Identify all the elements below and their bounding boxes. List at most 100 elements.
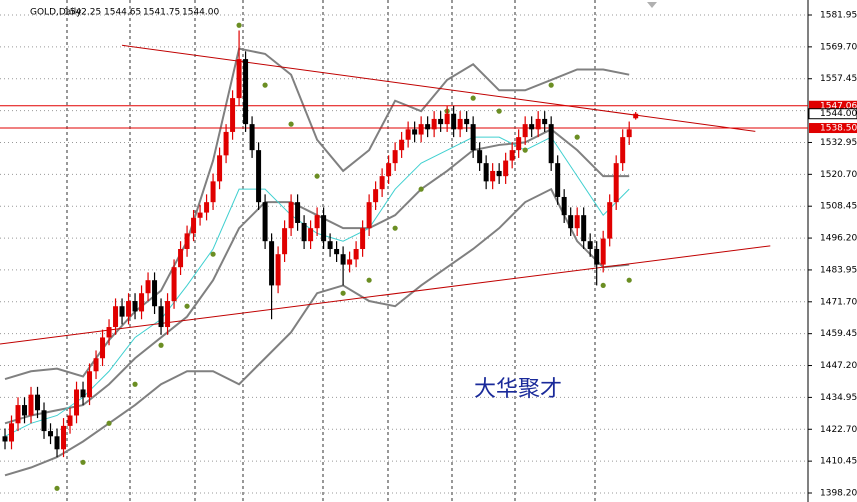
candle-body (126, 301, 132, 317)
low-label: 1541.75 (143, 8, 180, 18)
candle-body (275, 254, 281, 286)
candle-body (282, 228, 288, 255)
sar-dot (106, 420, 112, 426)
candle-body (490, 170, 496, 182)
candle-body (438, 118, 444, 125)
y-tick-label: 1569.70 (820, 42, 857, 52)
sar-dot (470, 95, 476, 101)
candle-body (444, 113, 450, 125)
candle-body (405, 129, 411, 140)
candle-body (217, 155, 223, 182)
candle-body (418, 124, 424, 135)
close-label: 1544.00 (182, 8, 219, 18)
candle-body (633, 113, 639, 119)
sar-dot (496, 108, 502, 114)
candle-body (54, 436, 60, 450)
candle-body (574, 215, 580, 229)
candle-body (28, 394, 34, 416)
sar-dot (236, 22, 242, 28)
trendline (121, 44, 756, 132)
sar-dot (522, 147, 528, 153)
sar-dot (392, 225, 398, 231)
sar-dot (314, 173, 320, 179)
y-tick-label: 1508.45 (820, 202, 857, 212)
candle-body (249, 124, 255, 151)
level-tag (809, 123, 857, 134)
candle-body (431, 118, 437, 130)
candle-body (165, 301, 171, 328)
candle-body (340, 254, 346, 265)
y-tick-label: 1471.70 (820, 297, 857, 307)
candle-body (93, 358, 99, 372)
candle-body (48, 431, 54, 437)
candle-body (243, 59, 249, 125)
sar-dot (340, 290, 346, 296)
candle-body (15, 405, 21, 424)
candle-body (41, 410, 47, 432)
open-label: 1542.25 (64, 8, 101, 18)
candle-body (197, 212, 203, 218)
candle-body (457, 118, 463, 130)
sar-dot (626, 277, 632, 283)
candle-body (392, 150, 398, 164)
candle-body (230, 98, 236, 132)
chart-title: GOLD,Daily (30, 8, 82, 18)
candle-body (594, 248, 600, 265)
candle-body (100, 337, 106, 359)
price-label: 1544.00 (820, 109, 857, 119)
watermark: 大华聚才 (474, 377, 562, 402)
candle-body (568, 215, 574, 229)
candle-body (555, 163, 561, 197)
sar-dot (418, 186, 424, 192)
candle-body (152, 280, 158, 307)
sar-dot (262, 82, 268, 88)
candle-body (119, 306, 125, 317)
candle-body (516, 137, 522, 151)
candle-body (80, 389, 86, 398)
sar-dot (210, 251, 216, 257)
y-tick-label: 1434.95 (820, 393, 857, 403)
candle-body (145, 280, 151, 294)
sar-dot (574, 134, 580, 140)
candle-body (87, 371, 93, 398)
candle-body (379, 176, 385, 190)
candle-body (600, 238, 606, 265)
sar-dot (80, 459, 86, 465)
y-tick-label: 1557.45 (820, 74, 857, 84)
candle-body (386, 163, 392, 177)
candle-body (366, 202, 372, 229)
high-label: 1544.65 (104, 8, 141, 18)
y-tick-label: 1520.70 (820, 170, 857, 180)
sar-dot (184, 303, 190, 309)
candle-body (256, 150, 262, 203)
candle-body (236, 59, 242, 99)
sar-dot (600, 282, 606, 289)
candle-body (373, 189, 379, 203)
candle-body (262, 202, 268, 242)
candle-body (35, 394, 41, 411)
candle-body (522, 124, 528, 138)
candle-body (613, 163, 619, 203)
candle-body (61, 425, 67, 450)
candle-body (314, 215, 320, 229)
sar-dot (54, 485, 60, 491)
candle-body (626, 129, 632, 138)
sar-dot (158, 342, 164, 348)
sar-dot (132, 381, 138, 387)
candle-body (483, 163, 489, 182)
y-tick-label: 1581.95 (820, 11, 857, 21)
candle-body (269, 241, 275, 286)
candle-body (334, 248, 340, 255)
trendline (0, 245, 771, 345)
candle-body (204, 202, 210, 213)
y-tick-label: 1410.45 (820, 457, 857, 467)
level-label: 1547.06 (820, 101, 857, 111)
candle-body (581, 215, 587, 242)
y-tick-label: 1532.95 (820, 138, 857, 148)
y-tick-label: 1483.95 (820, 265, 857, 275)
candle-body (503, 160, 509, 177)
y-tick-label: 1422.70 (820, 425, 857, 435)
